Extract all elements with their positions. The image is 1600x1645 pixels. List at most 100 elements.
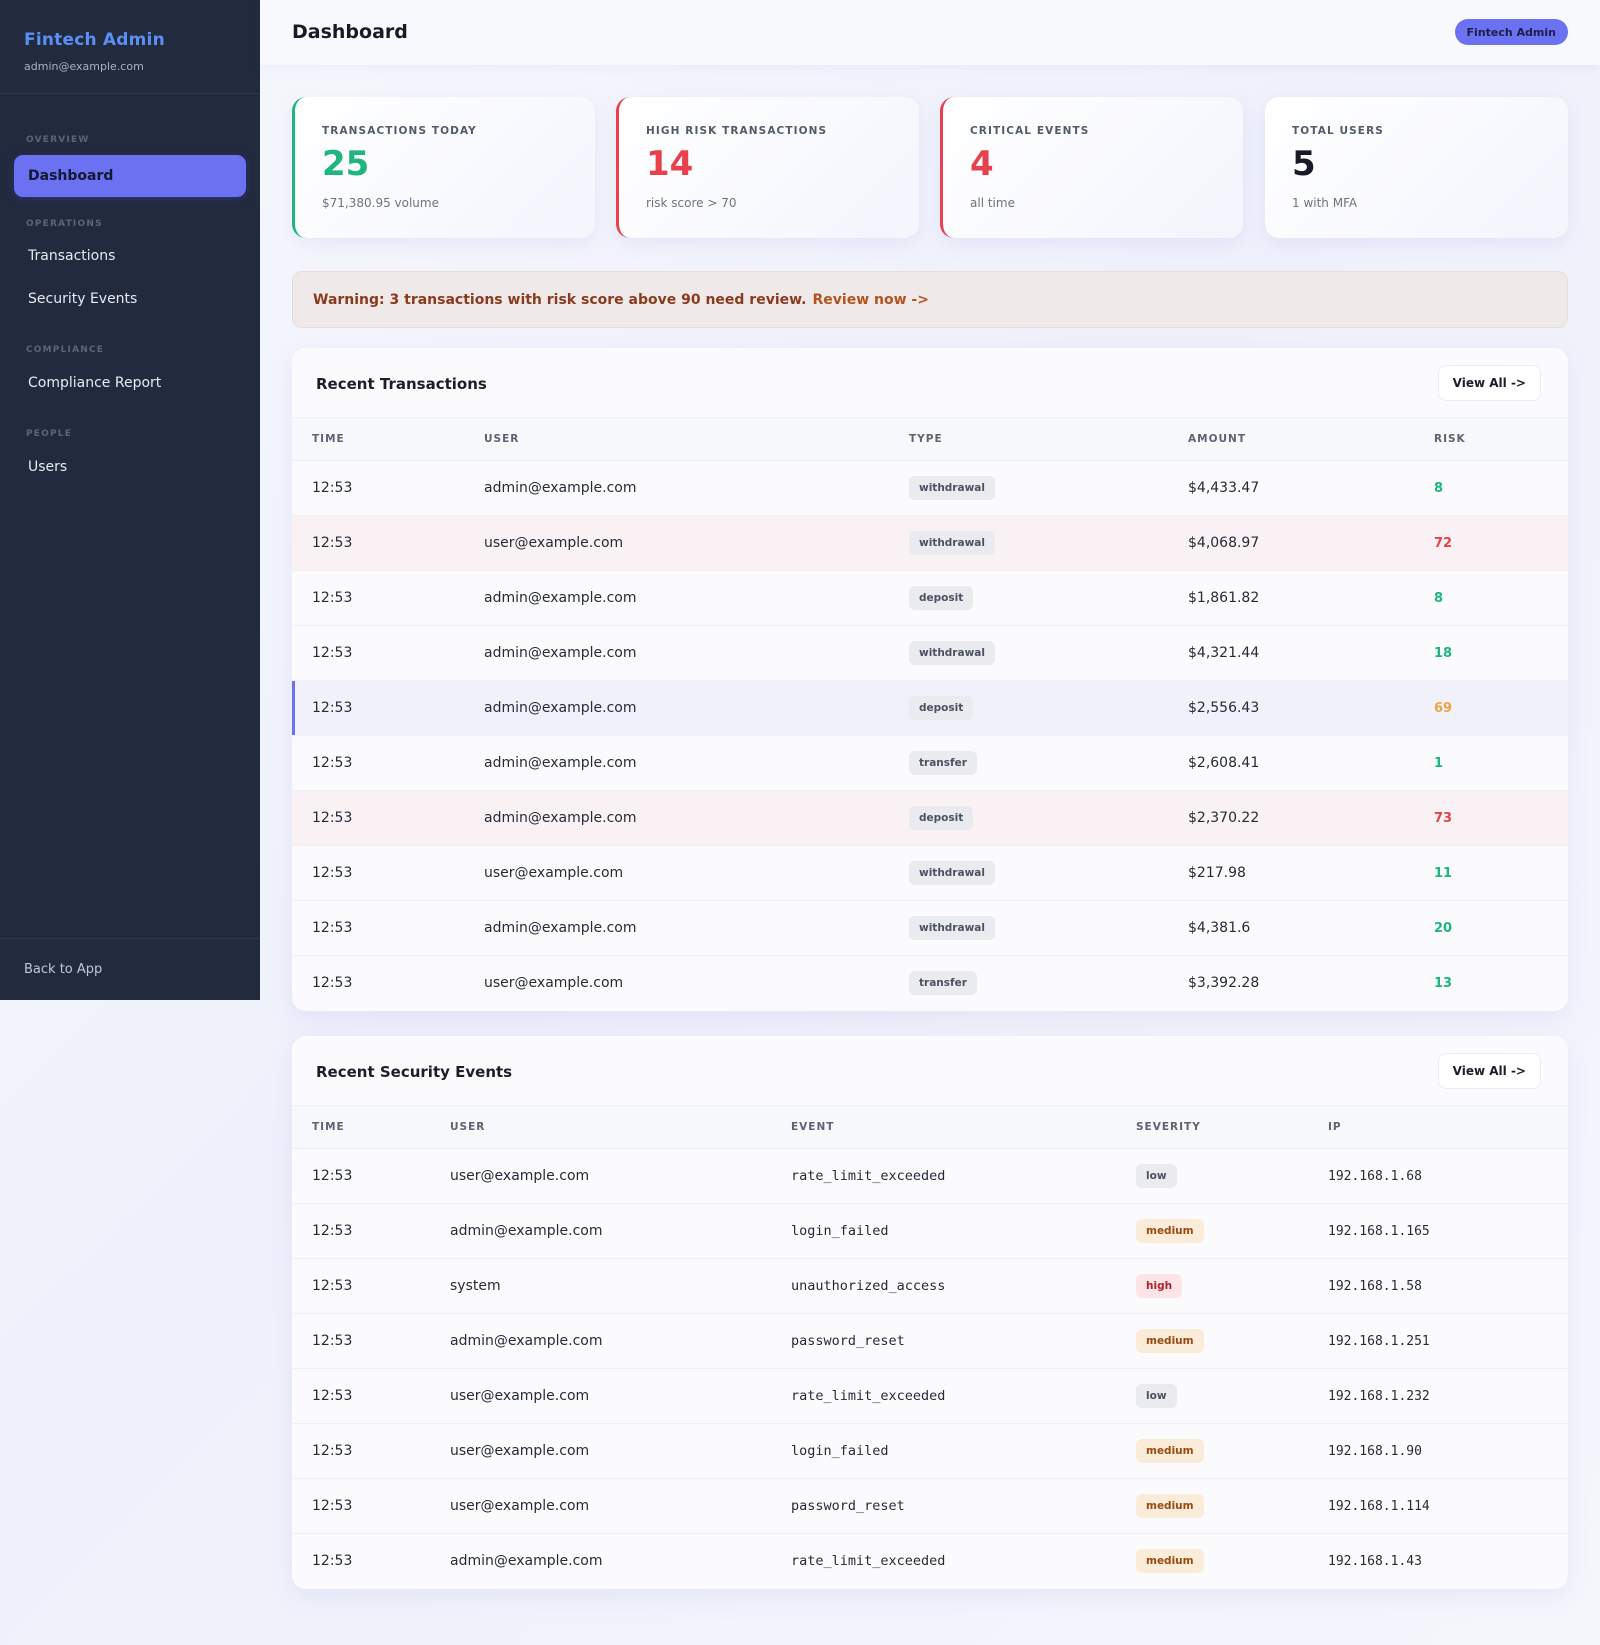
sidebar-item-users[interactable]: Users — [28, 459, 68, 475]
brand: Fintech Admin admin@example.com — [0, 0, 260, 94]
column-header-user: USER — [484, 433, 520, 445]
column-header-amount: AMOUNT — [1188, 433, 1246, 445]
cell-user: admin@example.com — [450, 1553, 603, 1569]
sidebar-item-compliance-report[interactable]: Compliance Report — [28, 375, 162, 391]
table-row[interactable]: 12:53 admin@example.com password_reset medi… — [292, 1314, 1568, 1369]
cell-amount: $3,392.28 — [1188, 975, 1260, 991]
stat-card-critical-events: CRITICAL EVENTS 4 all time — [940, 97, 1243, 238]
cell-event: rate_limit_exceeded — [791, 1168, 946, 1184]
stat-label: TRANSACTIONS TODAY — [322, 125, 477, 137]
type-badge: withdrawal — [909, 861, 995, 885]
stat-card-high-risk: HIGH RISK TRANSACTIONS 14 risk score > 7… — [616, 97, 919, 238]
cell-time: 12:53 — [312, 1553, 353, 1569]
table-row[interactable]: 12:53 admin@example.com deposit $2,370.22 73 — [292, 791, 1568, 846]
section-people: PEOPLE — [26, 429, 73, 439]
cell-amount: $4,433.47 — [1188, 480, 1260, 496]
cell-user: admin@example.com — [450, 1223, 603, 1239]
risk-score: 8 — [1434, 591, 1444, 606]
table-row[interactable]: 12:53 admin@example.com deposit $2,556.43 69 — [292, 681, 1568, 736]
review-now-link[interactable]: Review now -> — [812, 291, 929, 308]
cell-amount: $2,608.41 — [1188, 755, 1260, 771]
cell-time: 12:53 — [312, 645, 353, 661]
sidebar: Fintech Admin admin@example.com OVERVIEW… — [0, 0, 260, 1000]
table-row[interactable]: 12:53 admin@example.com login_failed medium… — [292, 1204, 1568, 1259]
cell-time: 12:53 — [312, 480, 353, 496]
table-row[interactable]: 12:53 admin@example.com withdrawal $4,381.6… — [292, 901, 1568, 956]
back-to-app-link[interactable]: Back to App — [0, 938, 260, 1000]
cell-user: admin@example.com — [484, 920, 637, 936]
risk-score: 13 — [1434, 976, 1453, 991]
column-header-type: TYPE — [909, 433, 943, 445]
stat-sub: $71,380.95 volume — [322, 196, 439, 210]
cell-time: 12:53 — [312, 1223, 353, 1239]
cell-ip: 192.168.1.232 — [1328, 1389, 1430, 1404]
cell-time: 12:53 — [312, 535, 353, 551]
cell-amount: $4,068.97 — [1188, 535, 1260, 551]
risk-score: 11 — [1434, 866, 1453, 881]
table-row[interactable]: 12:53 user@example.com withdrawal $4,068.97… — [292, 516, 1568, 571]
table-row[interactable]: 12:53 user@example.com withdrawal $217.98 11 — [292, 846, 1568, 901]
cell-amount: $4,321.44 — [1188, 645, 1260, 661]
risk-score: 69 — [1434, 701, 1453, 716]
view-all-transactions-button[interactable]: View All -> — [1437, 365, 1541, 401]
transactions-table-body: 12:53 admin@example.com withdrawal $4,433.4… — [292, 461, 1568, 1011]
table-row[interactable]: 12:53 user@example.com rate_limit_exceeded… — [292, 1369, 1568, 1424]
risk-score: 8 — [1434, 481, 1444, 496]
cell-user: user@example.com — [450, 1443, 590, 1459]
cell-user: user@example.com — [450, 1498, 590, 1514]
table-row[interactable]: 12:53 user@example.com rate_limit_exceeded… — [292, 1149, 1568, 1204]
table-row[interactable]: 12:53 admin@example.com withdrawal $4,321.4… — [292, 626, 1568, 681]
table-row[interactable]: 12:53 user@example.com login_failed medium 1… — [292, 1424, 1568, 1479]
cell-user: user@example.com — [450, 1168, 590, 1184]
stat-value: 14 — [646, 144, 694, 184]
alert-text: Warning: 3 transactions with risk score … — [313, 291, 807, 308]
recent-security-events-panel: Recent Security Events View All -> TIME … — [292, 1036, 1568, 1589]
table-row[interactable]: 12:53 admin@example.com rate_limit_exceede… — [292, 1534, 1568, 1589]
type-badge: deposit — [909, 696, 974, 720]
panel-title: Recent Transactions — [316, 375, 487, 393]
user-badge[interactable]: Fintech Admin — [1454, 19, 1568, 45]
cell-ip: 192.168.1.114 — [1328, 1499, 1430, 1514]
table-row[interactable]: 12:53 user@example.com password_reset mediu… — [292, 1479, 1568, 1534]
cell-time: 12:53 — [312, 1168, 353, 1184]
type-badge: transfer — [909, 971, 977, 995]
cell-ip: 192.168.1.43 — [1328, 1554, 1422, 1569]
risk-warning-alert: Warning: 3 transactions with risk score … — [292, 271, 1568, 328]
view-all-security-events-button[interactable]: View All -> — [1437, 1053, 1541, 1089]
recent-transactions-panel: Recent Transactions View All -> TIME USE… — [292, 348, 1568, 1011]
cell-user: user@example.com — [484, 975, 624, 991]
brand-email: admin@example.com — [24, 60, 144, 73]
table-row[interactable]: 12:53 admin@example.com deposit $1,861.82 8 — [292, 571, 1568, 626]
stat-value: 4 — [970, 144, 994, 184]
sidebar-item-transactions[interactable]: Transactions — [28, 248, 116, 264]
stat-value: 5 — [1292, 144, 1316, 184]
risk-score: 1 — [1434, 756, 1444, 771]
column-header-event: EVENT — [791, 1121, 835, 1133]
type-badge: transfer — [909, 751, 977, 775]
table-row[interactable]: 12:53 user@example.com transfer $3,392.28 13 — [292, 956, 1568, 1011]
severity-badge: medium — [1136, 1494, 1204, 1518]
cell-user: user@example.com — [484, 535, 624, 551]
column-header-ip: IP — [1328, 1121, 1342, 1133]
cell-time: 12:53 — [312, 755, 353, 771]
stat-label: CRITICAL EVENTS — [970, 125, 1090, 137]
table-row[interactable]: 12:53 admin@example.com transfer $2,608.41 1 — [292, 736, 1568, 791]
severity-badge: medium — [1136, 1329, 1204, 1353]
cell-amount: $2,370.22 — [1188, 810, 1260, 826]
cell-time: 12:53 — [312, 920, 353, 936]
cell-user: system — [450, 1278, 501, 1294]
transactions-table-header: TIME USER TYPE AMOUNT RISK — [292, 418, 1568, 461]
risk-score: 18 — [1434, 646, 1453, 661]
cell-event: login_failed — [791, 1223, 889, 1239]
sidebar-item-dashboard[interactable]: Dashboard — [14, 155, 246, 197]
column-header-risk: RISK — [1434, 433, 1466, 445]
section-overview: OVERVIEW — [26, 135, 90, 145]
risk-score: 20 — [1434, 921, 1453, 936]
security-table-body: 12:53 user@example.com rate_limit_exceeded… — [292, 1149, 1568, 1589]
table-row[interactable]: 12:53 system unauthorized_access high 192.16… — [292, 1259, 1568, 1314]
table-row[interactable]: 12:53 admin@example.com withdrawal $4,433.4… — [292, 461, 1568, 516]
sidebar-item-security-events[interactable]: Security Events — [28, 291, 138, 307]
cell-user: admin@example.com — [484, 480, 637, 496]
cell-user: admin@example.com — [484, 755, 637, 771]
cell-user: user@example.com — [450, 1388, 590, 1404]
